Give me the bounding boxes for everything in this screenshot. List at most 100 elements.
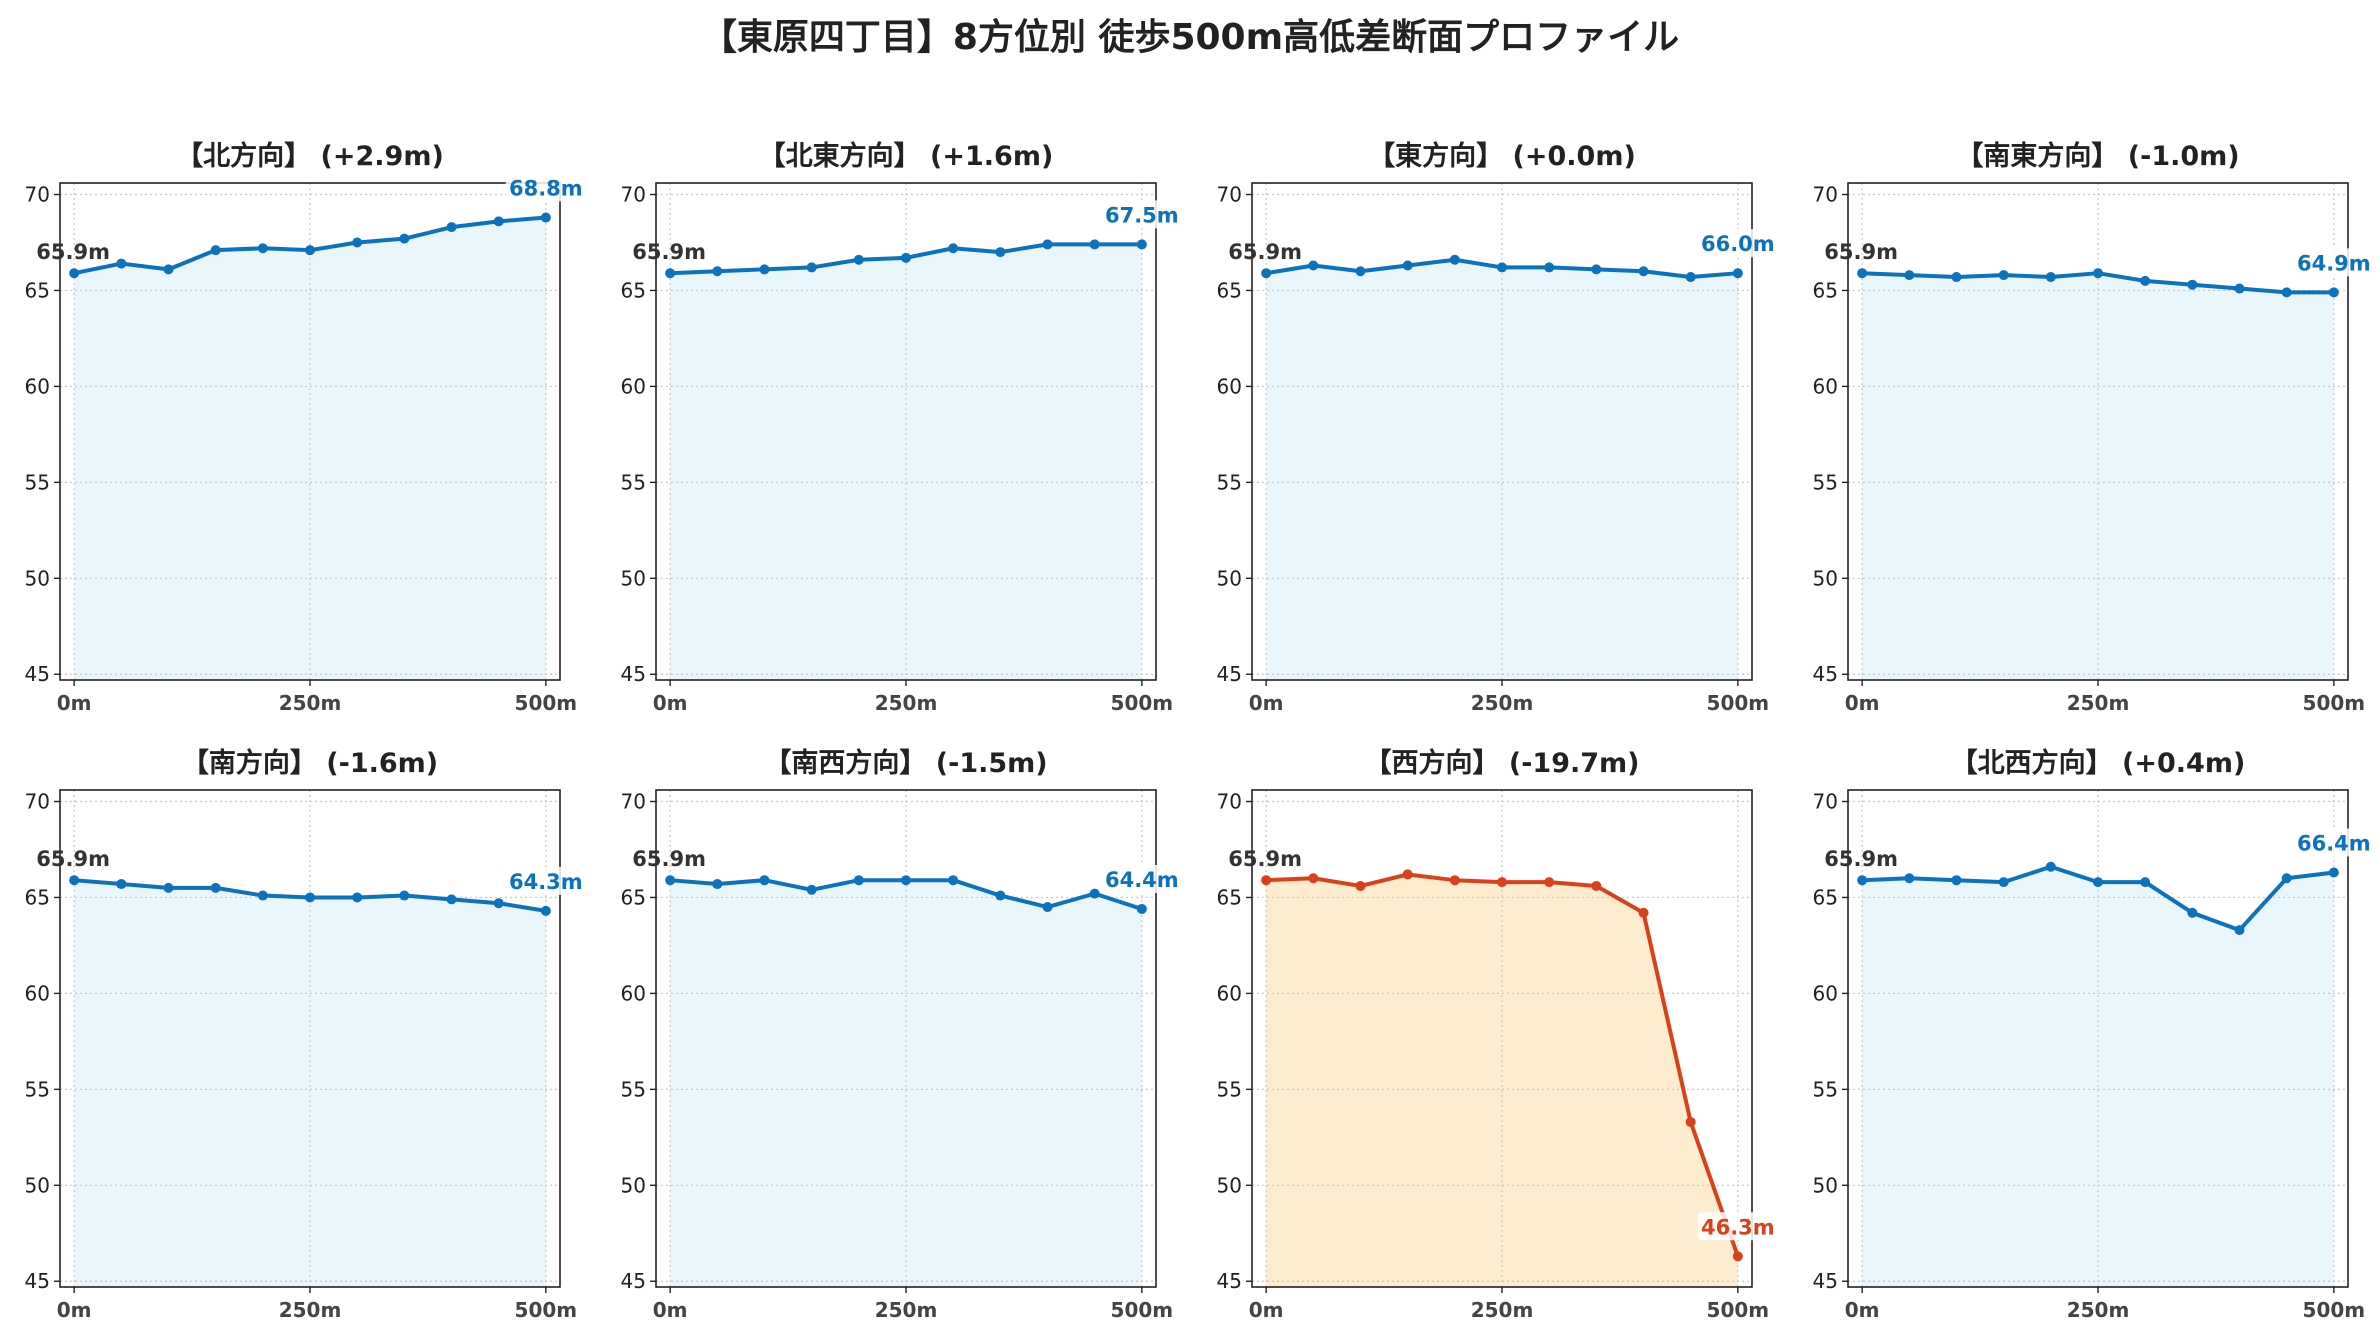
- start-elevation-label: 65.9m: [36, 847, 110, 871]
- x-tick-label: 250m: [875, 691, 938, 715]
- data-point: [2045, 272, 2056, 283]
- y-tick-label: 45: [25, 1269, 50, 1293]
- data-point: [1998, 877, 2009, 888]
- y-tick-label: 55: [1813, 470, 1838, 494]
- end-label-background: [2293, 828, 2372, 857]
- start-elevation-label: 65.9m: [1228, 240, 1302, 264]
- end-label-background: [1697, 229, 1776, 258]
- data-point: [540, 212, 551, 223]
- data-point: [257, 890, 268, 901]
- y-tick-label: 45: [1813, 1269, 1838, 1293]
- data-point: [1136, 903, 1147, 914]
- data-point: [1136, 239, 1147, 250]
- data-point: [1308, 260, 1319, 271]
- x-tick-label: 250m: [1471, 691, 1534, 715]
- y-tick-label: 60: [1217, 374, 1242, 398]
- data-point: [1638, 266, 1649, 277]
- y-tick-label: 65: [1217, 885, 1242, 909]
- y-tick-label: 55: [1217, 470, 1242, 494]
- data-point: [1951, 272, 1962, 283]
- subplot-title: 【北西方向】 (+0.4m): [1951, 747, 2246, 779]
- data-point: [1904, 873, 1915, 884]
- data-point: [1497, 877, 1507, 888]
- data-point: [1685, 272, 1696, 283]
- x-tick-label: 250m: [279, 691, 342, 715]
- data-point: [1591, 880, 1602, 891]
- figure-title: 【東原四丁目】8方位別 徒歩500m高低差断面プロファイル: [700, 17, 1680, 58]
- end-elevation-label: 46.3m: [1701, 1215, 1775, 1239]
- data-point: [352, 892, 363, 903]
- elevation-area: [670, 880, 1142, 1287]
- data-point: [2187, 907, 2198, 918]
- y-tick-label: 60: [25, 374, 50, 398]
- data-point: [1089, 239, 1100, 250]
- data-point: [1904, 270, 1915, 281]
- x-tick-label: 0m: [1249, 691, 1284, 715]
- elevation-area: [74, 880, 546, 1287]
- data-point: [2281, 873, 2292, 884]
- y-tick-label: 65: [1813, 885, 1838, 909]
- elevation-area: [1862, 273, 2334, 680]
- subplot-3: 45 50 55 60 65 70 0m 250m 500m 【南東方向】 (-1.0m) 65.9…: [1813, 140, 2372, 715]
- data-point: [665, 268, 676, 279]
- x-tick-label: 500m: [1111, 1298, 1174, 1322]
- start-elevation-label: 65.9m: [1228, 847, 1302, 871]
- data-point: [1402, 869, 1413, 880]
- subplot-title: 【東方向】 (+0.0m): [1368, 140, 1636, 172]
- start-elevation-label: 65.9m: [632, 240, 706, 264]
- data-point: [1261, 268, 1272, 279]
- data-point: [163, 264, 174, 275]
- y-tick-label: 50: [1813, 566, 1838, 590]
- data-point: [1402, 260, 1413, 271]
- x-tick-label: 250m: [875, 1298, 938, 1322]
- subplot-7: 45 50 55 60 65 70 0m 250m 500m 【北西方向】 (+0.4m) 65.9…: [1813, 747, 2372, 1322]
- x-tick-label: 500m: [2303, 691, 2366, 715]
- end-elevation-label: 64.9m: [2297, 251, 2371, 275]
- x-tick-label: 250m: [2067, 1298, 2130, 1322]
- data-point: [853, 254, 864, 265]
- start-elevation-label: 65.9m: [632, 847, 706, 871]
- data-point: [163, 882, 174, 893]
- data-point: [1449, 254, 1460, 265]
- y-tick-label: 45: [621, 1269, 646, 1293]
- data-point: [759, 264, 770, 275]
- data-point: [69, 875, 80, 886]
- y-tick-label: 55: [621, 1077, 646, 1101]
- data-point: [210, 245, 221, 256]
- y-tick-label: 60: [25, 981, 50, 1005]
- data-point: [305, 892, 315, 903]
- x-tick-label: 250m: [2067, 691, 2130, 715]
- data-point: [665, 875, 676, 886]
- data-point: [948, 875, 959, 886]
- data-point: [2093, 877, 2103, 888]
- end-label-background: [505, 866, 584, 895]
- y-tick-label: 55: [25, 470, 50, 494]
- data-point: [2281, 287, 2292, 298]
- start-elevation-label: 65.9m: [1824, 847, 1898, 871]
- subplot-0: 45 50 55 60 65 70 0m 250m 500m 【北方向】 (+2.9m) 65.9m…: [25, 140, 584, 715]
- y-tick-label: 70: [1813, 790, 1838, 814]
- x-tick-label: 500m: [1707, 1298, 1770, 1322]
- x-tick-label: 500m: [515, 691, 578, 715]
- data-point: [1355, 266, 1366, 277]
- data-point: [1089, 888, 1100, 899]
- data-point: [399, 890, 410, 901]
- data-point: [446, 894, 457, 905]
- data-point: [948, 243, 959, 254]
- y-tick-label: 50: [1813, 1173, 1838, 1197]
- y-tick-label: 70: [1217, 183, 1242, 207]
- data-point: [116, 879, 127, 890]
- subplot-title: 【北方向】 (+2.9m): [176, 140, 444, 172]
- data-point: [210, 882, 221, 893]
- x-tick-label: 0m: [57, 691, 92, 715]
- y-tick-label: 50: [621, 1173, 646, 1197]
- data-point: [1042, 239, 1053, 250]
- data-point: [2234, 925, 2245, 936]
- end-elevation-label: 66.4m: [2297, 832, 2371, 856]
- y-tick-label: 55: [25, 1077, 50, 1101]
- data-point: [853, 875, 864, 886]
- x-tick-label: 500m: [1111, 691, 1174, 715]
- end-label-background: [505, 173, 584, 202]
- subplot-1: 45 50 55 60 65 70 0m 250m 500m 【北東方向】 (+1.6m) 65.9…: [621, 140, 1180, 715]
- y-tick-label: 65: [1217, 278, 1242, 302]
